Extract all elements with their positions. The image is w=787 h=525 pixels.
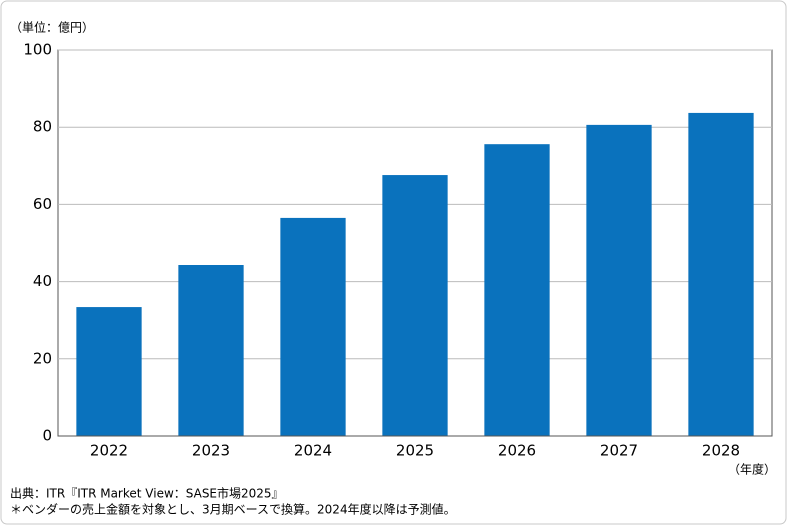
bar — [484, 144, 550, 436]
y-tick-label: 20 — [33, 349, 52, 367]
x-unit-label: （年度） — [728, 462, 776, 477]
x-tick-label: 2025 — [396, 442, 434, 460]
y-tick-label: 80 — [33, 118, 52, 136]
bar — [178, 265, 244, 436]
bar — [688, 112, 754, 436]
bar — [586, 124, 652, 436]
y-tick-label: 40 — [33, 272, 52, 290]
x-tick-label: 2028 — [702, 442, 740, 460]
x-tick-label: 2022 — [90, 442, 128, 460]
x-tick-label: 2024 — [294, 442, 332, 460]
source: 出典：ITR『ITR Market View：SASE市場2025』 — [10, 486, 284, 501]
bar — [280, 217, 346, 436]
x-tick-label: 2026 — [498, 442, 536, 460]
x-tick-label: 2027 — [600, 442, 638, 460]
unit-label: （単位：億円） — [10, 20, 94, 35]
bar — [382, 175, 448, 436]
x-tick-label: 2023 — [192, 442, 230, 460]
bar — [76, 307, 142, 436]
footnote: ＊ベンダーの売上金額を対象とし、3月期ベースで換算。2024年度以降は予測値。 — [10, 502, 456, 517]
y-tick-label: 100 — [23, 41, 52, 59]
y-tick-label: 0 — [42, 427, 52, 445]
y-tick-label: 60 — [33, 195, 52, 213]
